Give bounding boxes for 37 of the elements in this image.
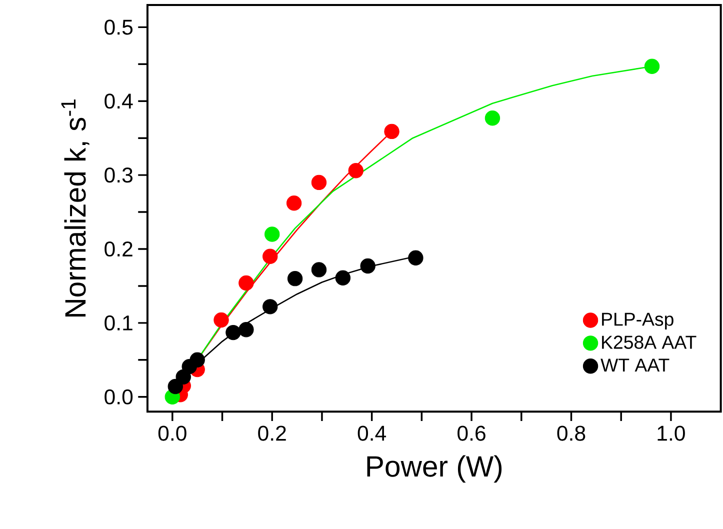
y-tick-label: 0.1: [104, 315, 132, 330]
x-tick-label: 0.8: [557, 426, 586, 441]
point: [226, 324, 241, 340]
point: [311, 262, 327, 278]
y-tick-label: 0.4: [104, 94, 133, 109]
x-tick-label: 0.6: [458, 426, 486, 441]
point: [484, 110, 500, 126]
point: [262, 299, 278, 314]
y-tick-label: 0.2: [104, 241, 132, 257]
point: [238, 275, 254, 291]
point: [348, 163, 364, 178]
x-tick-label: 0.2: [258, 426, 286, 441]
legend-label: WT AAT: [600, 358, 670, 372]
point: [238, 322, 254, 338]
point: [644, 58, 660, 74]
legend-label: PLP-Asp: [602, 312, 674, 330]
x-tick-label: 1.0: [658, 426, 685, 441]
point: [335, 270, 351, 286]
point: [214, 312, 229, 328]
point: [287, 270, 303, 286]
y-axis-title: Normalized k, s$^{-1}$: [61, 99, 90, 316]
y-tick-label: 0.5: [104, 20, 133, 35]
x-tick-label: 0.0: [158, 426, 186, 441]
point: [190, 352, 205, 368]
point: [262, 248, 278, 264]
y-tick-label: 0.0: [104, 389, 133, 404]
x-tick-label: 0.4: [358, 426, 386, 441]
point: [360, 258, 376, 274]
point: [286, 196, 302, 211]
point: [264, 226, 280, 242]
y-tick-label: 0.3: [104, 168, 132, 183]
legend-label: K258A AAT: [602, 336, 696, 349]
point: [311, 174, 327, 190]
point: [408, 250, 424, 266]
x-axis-title: Power (W): [367, 455, 502, 483]
point: [168, 378, 183, 394]
point: [384, 124, 400, 140]
